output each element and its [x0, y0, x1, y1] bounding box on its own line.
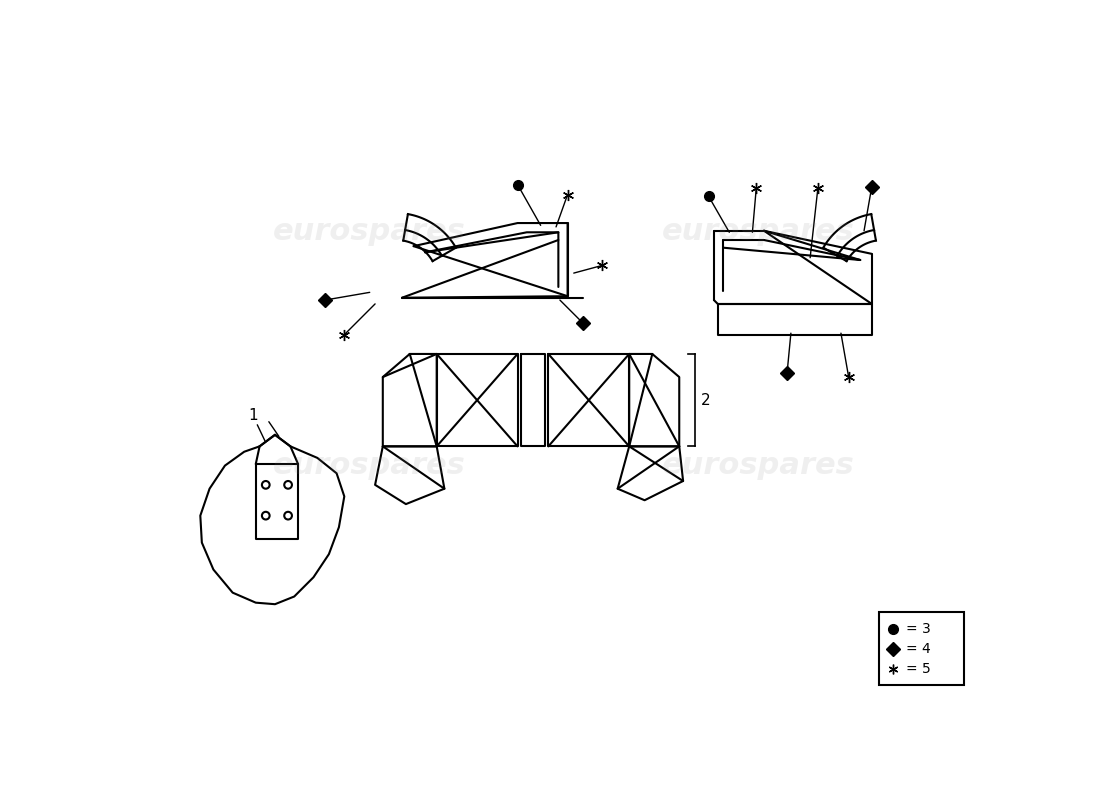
Text: 2: 2	[701, 393, 711, 408]
Text: = 4: = 4	[905, 642, 931, 656]
Text: eurospares: eurospares	[662, 217, 855, 246]
Text: = 3: = 3	[905, 622, 931, 636]
Text: 1: 1	[249, 408, 258, 423]
Text: = 5: = 5	[905, 662, 931, 676]
Text: eurospares: eurospares	[273, 217, 465, 246]
Text: eurospares: eurospares	[273, 451, 465, 480]
Text: eurospares: eurospares	[662, 451, 855, 480]
Bar	[880, 612, 964, 685]
